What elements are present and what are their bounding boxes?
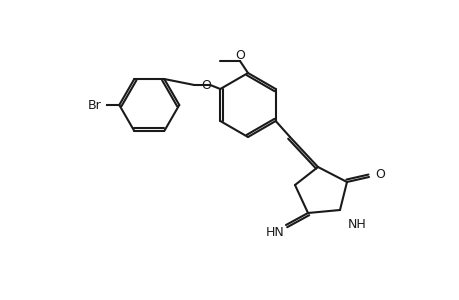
Text: O: O [374, 169, 384, 182]
Text: O: O [201, 79, 211, 92]
Text: NH: NH [347, 218, 366, 230]
Text: O: O [235, 49, 244, 62]
Text: Br: Br [87, 98, 101, 112]
Text: HN: HN [265, 226, 284, 239]
